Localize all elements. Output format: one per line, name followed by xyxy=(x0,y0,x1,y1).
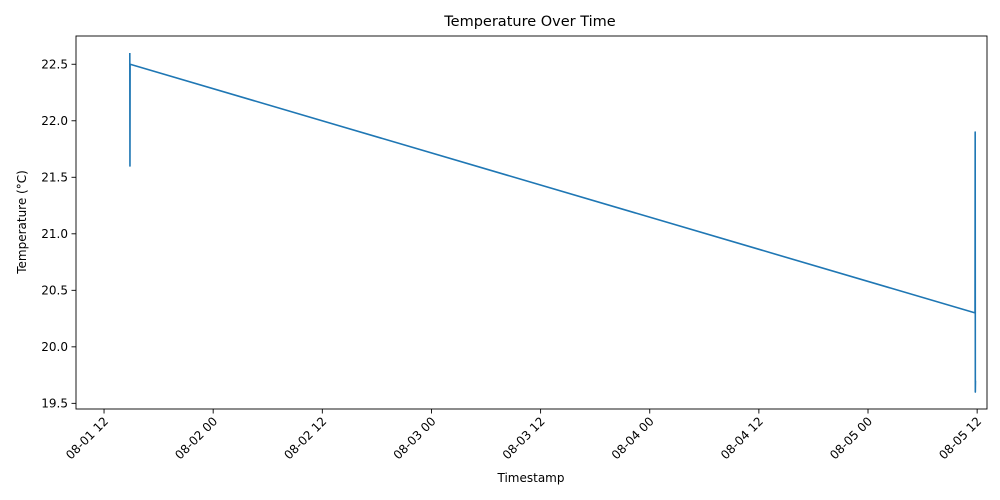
y-tick-label: 19.5 xyxy=(41,397,68,411)
chart-title: Temperature Over Time xyxy=(443,14,616,30)
x-tick-label: 08-05 12 xyxy=(936,414,984,462)
x-tick-label: 08-03 12 xyxy=(500,414,548,462)
y-tick-label: 21.5 xyxy=(41,171,68,185)
y-axis-label: Temperature (°C) xyxy=(15,170,29,275)
y-tick-label: 21.0 xyxy=(41,227,68,241)
x-tick-label: 08-05 00 xyxy=(827,414,875,462)
series-layer xyxy=(129,52,977,393)
x-tick-label: 08-02 00 xyxy=(172,414,220,462)
x-tick-label: 08-03 00 xyxy=(391,414,439,462)
series-line-0 xyxy=(129,52,977,393)
y-tick-label: 22.5 xyxy=(41,58,68,72)
x-tick-label: 08-04 12 xyxy=(718,414,766,462)
y-axis-ticks: 19.5 20.0 20.5 21.0 21.5 22.0 22.5 xyxy=(41,58,76,411)
y-tick-label: 22.0 xyxy=(41,114,68,128)
y-tick-label: 20.5 xyxy=(41,284,68,298)
x-tick-label: 08-01 12 xyxy=(63,414,111,462)
x-axis-label: Timestamp xyxy=(497,471,565,485)
x-tick-label: 08-04 00 xyxy=(609,414,657,462)
y-tick-label: 20.0 xyxy=(41,340,68,354)
x-axis-ticks: 08-01 12 08-02 00 08-02 12 08-03 00 08-03 12… xyxy=(63,409,984,462)
axes-frame xyxy=(75,35,988,410)
plot-area xyxy=(75,35,988,410)
x-tick-label: 08-02 12 xyxy=(281,414,329,462)
